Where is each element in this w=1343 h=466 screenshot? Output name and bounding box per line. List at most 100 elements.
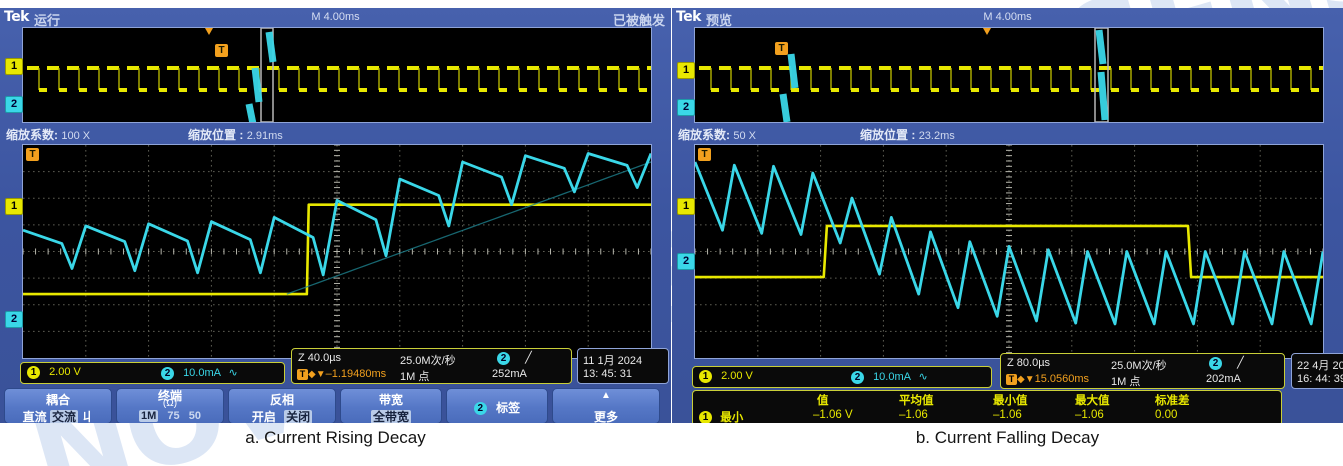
main-graticule-b[interactable]: T bbox=[694, 144, 1324, 359]
main-graticule-a[interactable]: T bbox=[22, 144, 652, 359]
trigger-slope-icon: ╱ bbox=[1237, 357, 1244, 369]
measure-row-label: 1 最小 bbox=[699, 409, 743, 423]
measure-header-max: 最大值 bbox=[1075, 395, 1110, 407]
caption-b: b. Current Falling Decay bbox=[915, 428, 1100, 447]
channel-2-readout-b: 2 10.0mA ∿ bbox=[851, 370, 928, 384]
overview-graticule-a[interactable]: T bbox=[22, 27, 652, 123]
time-b: 16: 44: 39 bbox=[1297, 373, 1343, 385]
measurement-table-b[interactable]: 值 平均值 最小值 最大值 标准差 1 最小 –1.06 V –1.06 –1.… bbox=[692, 390, 1282, 423]
channel-1-marker-b[interactable]: 1 bbox=[677, 198, 695, 215]
trigger-delay-a: T ◆▼–1.19480ms bbox=[297, 368, 386, 380]
menu-bandwidth[interactable]: 带宽 全带宽 bbox=[340, 388, 442, 423]
record-length-a: 1M 点 bbox=[400, 371, 430, 383]
record-length-b: 1M 点 bbox=[1111, 376, 1141, 388]
channel-1-badge: 1 bbox=[699, 370, 712, 383]
coupling-extra-icon[interactable]: 丩 bbox=[81, 410, 94, 423]
time-a: 13: 45: 31 bbox=[583, 368, 632, 380]
trigger-slope-icon: ╱ bbox=[525, 352, 532, 364]
bandwidth-option-full[interactable]: 全带宽 bbox=[370, 410, 411, 423]
channel-1-readout-a: 1 2.00 V bbox=[27, 366, 81, 379]
channel-readout-b[interactable]: 1 2.00 V 2 10.0mA ∿ bbox=[692, 366, 992, 388]
trigger-level-a: 252mA bbox=[492, 368, 527, 380]
invert-option-off[interactable]: 关闭 bbox=[284, 410, 313, 423]
main-waveform-a bbox=[23, 145, 651, 358]
delay-icon: T bbox=[297, 369, 308, 380]
overview-graticule-b[interactable]: T bbox=[694, 27, 1324, 123]
trigger-level-marker-overview-b[interactable]: T bbox=[775, 42, 788, 55]
trigger-state-a: 已被触发 bbox=[612, 13, 665, 28]
trigger-position-marker bbox=[983, 28, 991, 35]
measure-cell-min: –1.06 bbox=[993, 409, 1022, 421]
measure-cell-max: –1.06 bbox=[1075, 409, 1104, 421]
zoom-trigger-readout-b[interactable]: Z 80.0µs 25.0M次/秒 2 ╱ T ◆▼15.0560ms 1M 点 … bbox=[1000, 353, 1285, 389]
menu-coupling[interactable]: 耦合 直流 交流 丩 bbox=[4, 388, 112, 423]
timebase-readout-a: M 4.00ms bbox=[311, 11, 360, 23]
trigger-level-marker-b[interactable]: T bbox=[698, 148, 711, 161]
main-waveform-b bbox=[695, 145, 1323, 358]
channel-1-readout-b: 1 2.00 V bbox=[699, 370, 753, 383]
run-state-a: 运行 bbox=[34, 13, 61, 28]
termination-option-50[interactable]: 50 bbox=[188, 410, 201, 422]
menu-label[interactable]: 2 标签 bbox=[446, 388, 548, 423]
invert-option-on[interactable]: 开启 bbox=[251, 410, 276, 423]
overview-waveform-b bbox=[699, 28, 1323, 122]
ac-coupling-icon: ∿ bbox=[228, 367, 238, 379]
zoom-box-selector bbox=[260, 28, 274, 122]
oscilloscope-screen-a: Tek 运行 M 4.00ms 已被触发 bbox=[0, 8, 671, 423]
menu-termination[interactable]: 终端 (Ω) 1M 75 50 bbox=[116, 388, 224, 423]
channel-2-marker-overview-b[interactable]: 2 bbox=[677, 99, 695, 116]
measure-header-stddev: 标准差 bbox=[1155, 395, 1190, 407]
channel-2-badge: 2 bbox=[161, 366, 174, 380]
trigger-delay-b: T ◆▼15.0560ms bbox=[1006, 373, 1089, 385]
label-channel-badge: 2 bbox=[473, 402, 487, 416]
channel-readout-a[interactable]: 1 2.00 V 2 10.0mA ∿ bbox=[20, 362, 285, 384]
more-arrow-icon: ▲ bbox=[601, 390, 611, 401]
trigger-level-marker-overview-a[interactable]: T bbox=[215, 44, 228, 57]
date-b: 22 4月 2024 bbox=[1297, 360, 1343, 372]
title-bar-b: Tek 预览 M 4.00ms bbox=[672, 8, 1343, 28]
delay-icon: T bbox=[1006, 374, 1017, 385]
zoom-factor-b: 缩放系数: 50 X bbox=[678, 128, 756, 142]
channel-2-marker-a[interactable]: 2 bbox=[5, 311, 23, 328]
measure-header-min: 最小值 bbox=[993, 395, 1028, 407]
sample-rate-a: 25.0M次/秒 bbox=[400, 355, 456, 367]
tek-logo: Tek bbox=[676, 9, 702, 25]
trigger-position-marker bbox=[205, 28, 213, 35]
channel-1-badge: 1 bbox=[27, 366, 40, 379]
datetime-readout-a: 11 1月 2024 13: 45: 31 bbox=[577, 348, 669, 384]
sample-rate-b: 25.0M次/秒 bbox=[1111, 360, 1167, 372]
coupling-option-dc[interactable]: 直流 bbox=[22, 410, 47, 423]
trigger-source-b: 2 ╱ bbox=[1209, 356, 1244, 370]
z-label-b: Z 80.0µs bbox=[1007, 357, 1051, 369]
ac-coupling-icon: ∿ bbox=[918, 371, 928, 383]
channel-2-marker-overview-a[interactable]: 2 bbox=[5, 96, 23, 113]
measure-header-value: 值 bbox=[817, 395, 829, 407]
channel-2-badge: 2 bbox=[851, 370, 864, 384]
datetime-readout-b: 22 4月 2024 16: 44: 39 bbox=[1291, 353, 1343, 389]
zoom-position-b: 缩放位置 : 23.2ms bbox=[860, 128, 955, 142]
zoom-box-selector bbox=[1094, 28, 1109, 122]
channel-2-readout-a: 2 10.0mA ∿ bbox=[161, 366, 238, 380]
measure-cell-mean: –1.06 bbox=[899, 409, 928, 421]
zoom-info-bar-a: 缩放系数: 100 X 缩放位置 : 2.91ms bbox=[0, 126, 671, 144]
figure-panel-a: Tek 运行 M 4.00ms 已被触发 bbox=[0, 0, 671, 466]
menu-more[interactable]: ▲ 更多 bbox=[552, 388, 660, 423]
channel-2-marker-b[interactable]: 2 bbox=[677, 253, 695, 270]
figure-panel-b: Tek 预览 M 4.00ms T bbox=[672, 0, 1343, 466]
channel-1-marker-overview-b[interactable]: 1 bbox=[677, 62, 695, 79]
zoom-trigger-readout-a[interactable]: Z 40.0µs 25.0M次/秒 2 ╱ T ◆▼–1.19480ms 1M 点… bbox=[291, 348, 572, 384]
coupling-option-ac[interactable]: 交流 bbox=[49, 410, 78, 423]
trigger-level-marker-a[interactable]: T bbox=[26, 148, 39, 161]
oscilloscope-screen-b: Tek 预览 M 4.00ms T bbox=[672, 8, 1343, 423]
termination-option-1m[interactable]: 1M bbox=[139, 410, 159, 422]
measure-cell-value: –1.06 V bbox=[813, 409, 853, 421]
menu-invert[interactable]: 反相 开启 关闭 bbox=[228, 388, 336, 423]
termination-option-75[interactable]: 75 bbox=[167, 410, 180, 422]
channel-1-marker-overview-a[interactable]: 1 bbox=[5, 58, 23, 75]
measure-header-mean: 平均值 bbox=[899, 395, 934, 407]
channel-1-marker-a[interactable]: 1 bbox=[5, 198, 23, 215]
timebase-readout-b: M 4.00ms bbox=[983, 11, 1032, 23]
title-bar-a: Tek 运行 M 4.00ms 已被触发 bbox=[0, 8, 671, 28]
trigger-level-b: 202mA bbox=[1206, 373, 1241, 385]
caption-a: a. Current Rising Decay bbox=[245, 428, 426, 447]
